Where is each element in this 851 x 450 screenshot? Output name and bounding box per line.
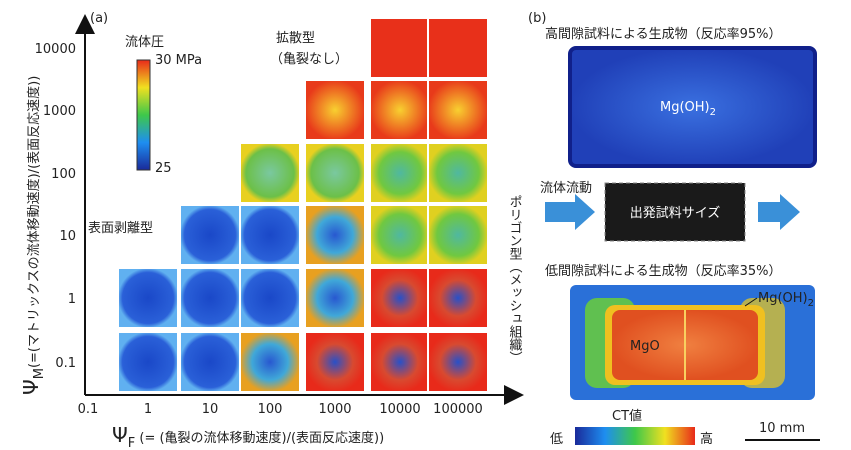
y-tick-label: 10 xyxy=(59,229,76,244)
colorbar xyxy=(137,60,150,170)
x-tick-label: 0.1 xyxy=(78,402,99,417)
y-axis-title: ΨM(=(マトリックスの流体移動速度)/(表面反応速度)) xyxy=(19,76,47,395)
tile-grid xyxy=(118,18,488,392)
simulation-tile xyxy=(118,332,178,392)
formula: Mg(OH) xyxy=(660,100,710,115)
colorbar-title: 流体圧 xyxy=(125,35,164,50)
box-label: 出発試料サイズ xyxy=(630,205,721,221)
simulation-tile xyxy=(240,143,300,203)
x-tick-label: 100 xyxy=(258,402,283,417)
simulation-tile xyxy=(305,143,365,203)
simulation-tile xyxy=(428,143,488,203)
simulation-tile xyxy=(180,268,240,328)
simulation-tile xyxy=(305,80,365,140)
y-tick-label: 1 xyxy=(68,292,76,307)
simulation-tile xyxy=(428,80,488,140)
x-tick-label: 1000 xyxy=(318,402,351,417)
scale-label: 10 mm xyxy=(759,421,805,436)
simulation-tile xyxy=(370,268,430,328)
simulation-tile xyxy=(180,332,240,392)
simulation-tile xyxy=(240,268,300,328)
subscript: M xyxy=(32,368,47,379)
core-label: MgO xyxy=(630,339,660,354)
regime-label: ポリゴン型（メッシュ組織） xyxy=(507,195,523,364)
arrow xyxy=(758,194,800,230)
x-tick-label: 100000 xyxy=(433,402,483,417)
simulation-tile xyxy=(428,18,488,78)
flow-label: 流体流動 xyxy=(540,181,592,196)
ct-title: CT値 xyxy=(612,408,642,424)
x-axis-title: ΨF (= (亀裂の流体移動速度)/(表面反応速度)) xyxy=(112,423,384,450)
axis-text: (=(マトリックスの流体移動速度)/(表面反応速度)) xyxy=(26,76,42,368)
ct-colorbar xyxy=(575,427,695,445)
x-tick-label: 10 xyxy=(202,402,219,417)
simulation-tile xyxy=(240,205,300,265)
x-ticks: 0.1 1 10 100 1000 10000 100000 xyxy=(78,402,483,417)
simulation-tile xyxy=(305,332,365,392)
subscript: F xyxy=(128,436,135,450)
simulation-tile xyxy=(428,332,488,392)
y-tick-label: 0.1 xyxy=(55,356,76,371)
image-title: 低間隙試料による生成物（反応率35%） xyxy=(545,264,782,279)
arrow xyxy=(545,194,595,230)
simulation-tile xyxy=(370,18,430,78)
image-title: 高間隙試料による生成物（反応率95%） xyxy=(545,26,782,42)
panel-label: (a) xyxy=(90,11,108,26)
ct-low: 低 xyxy=(550,432,563,447)
regime-label: 拡散型 xyxy=(276,31,315,46)
y-tick-label: 100 xyxy=(51,167,76,182)
simulation-tile xyxy=(305,268,365,328)
axis-text: (= (亀裂の流体移動速度)/(表面反応速度)) xyxy=(135,430,384,446)
symbol: Ψ xyxy=(19,379,43,395)
simulation-tile xyxy=(428,205,488,265)
subscript: 2 xyxy=(710,107,716,118)
simulation-tile xyxy=(428,268,488,328)
regime-label: 表面剥離型 xyxy=(88,221,153,236)
y-tick-label: 1000 xyxy=(43,104,76,119)
simulation-tile xyxy=(370,332,430,392)
formula: Mg(OH) xyxy=(758,291,808,306)
colorbar-min: 25 xyxy=(155,161,172,176)
ct-high: 高 xyxy=(700,431,713,447)
regime-note: （亀裂なし） xyxy=(270,52,348,67)
subscript: 2 xyxy=(808,298,814,309)
symbol: Ψ xyxy=(112,423,128,447)
simulation-tile xyxy=(370,80,430,140)
colorbar-max: 30 MPa xyxy=(155,53,202,68)
simulation-tile xyxy=(305,205,365,265)
simulation-tile xyxy=(370,143,430,203)
simulation-tile xyxy=(118,268,178,328)
y-tick-label: 10000 xyxy=(35,42,76,57)
simulation-tile xyxy=(180,205,240,265)
simulation-tile xyxy=(370,205,430,265)
panel-label: (b) xyxy=(528,11,546,26)
simulation-tile xyxy=(240,332,300,392)
x-tick-label: 10000 xyxy=(379,402,420,417)
x-tick-label: 1 xyxy=(144,402,152,417)
figure: (a) 10000 1000 100 10 1 0.1 0.1 1 10 100 1000 1000… xyxy=(0,0,851,450)
